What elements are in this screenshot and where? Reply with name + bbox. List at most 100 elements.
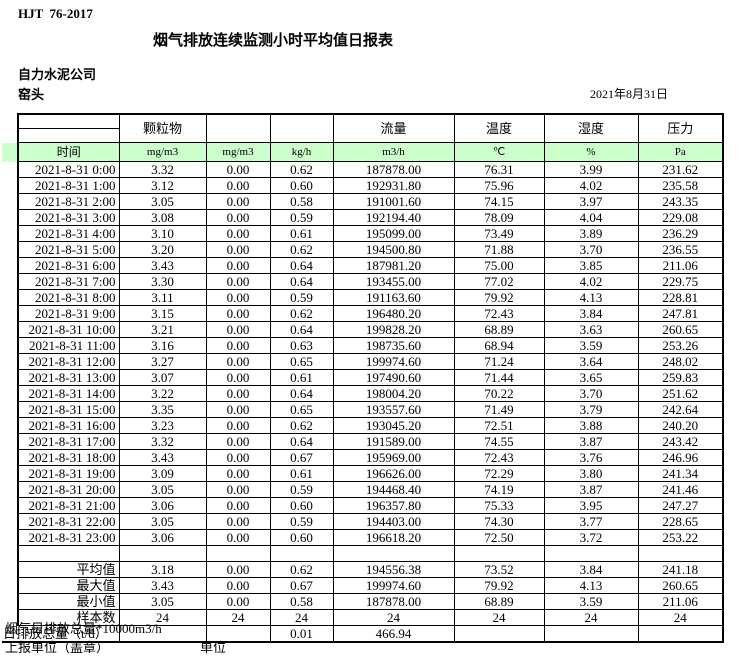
cell-flow: 193455.00 xyxy=(332,273,455,290)
cell-pm-mgm3: 3.21 xyxy=(118,321,207,338)
cell-humidity: 3.85 xyxy=(543,257,639,274)
cell-pressure: 242.64 xyxy=(637,401,724,418)
cell-humidity: 3.87 xyxy=(543,433,639,450)
cell-flow: 199974.60 xyxy=(332,577,455,594)
cell-pm-mgm3: 3.06 xyxy=(118,529,207,546)
unit-pm-mgm3: mg/m3 xyxy=(118,142,207,162)
gutter-cell xyxy=(2,417,18,434)
gutter-cell xyxy=(2,401,18,418)
gutter-cell xyxy=(2,241,18,258)
cell-pressure: 229.08 xyxy=(637,209,724,226)
unit-pressure: Pa xyxy=(637,142,724,162)
cell-pm-kgh: 0.59 xyxy=(269,513,334,530)
data-row: 2021-8-31 8:00 3.11 0.00 0.59 191163.60 79.92… xyxy=(2,289,724,306)
cell-pm-mgm3-2: 0.00 xyxy=(205,417,271,434)
gutter-cell xyxy=(2,481,18,498)
cell-humidity: 3.80 xyxy=(543,465,639,482)
cell-pm-mgm3-2: 0.00 xyxy=(205,449,271,466)
cell-pm-kgh: 0.64 xyxy=(269,385,334,402)
cell-temp: 79.92 xyxy=(453,289,545,306)
cell-pm-kgh: 0.60 xyxy=(269,497,334,514)
cell-pm-mgm3: 3.07 xyxy=(118,369,207,386)
cell-temp: 74.19 xyxy=(453,481,545,498)
gutter-cell xyxy=(2,273,18,290)
cell-pressure: 260.65 xyxy=(637,577,724,594)
data-row: 2021-8-31 23:00 3.06 0.00 0.60 196618.20 72.5… xyxy=(2,529,724,546)
cell-flow: 198004.20 xyxy=(332,385,455,402)
cell-humidity: 3.84 xyxy=(543,305,639,322)
cell-pm-mgm3: 3.27 xyxy=(118,353,207,370)
cell-temp: 72.29 xyxy=(453,465,545,482)
cell-pressure: 229.75 xyxy=(637,273,724,290)
company-name: 自力水泥公司 xyxy=(18,67,97,82)
cell-time: 2021-8-31 1:00 xyxy=(17,177,120,194)
cell-humidity: 3.77 xyxy=(543,513,639,530)
cell-total-label: 日排放总量（t/d） xyxy=(2,625,120,643)
header-empty-1 xyxy=(205,113,271,143)
gutter-cell xyxy=(2,321,18,338)
cell-humidity: 3.64 xyxy=(543,353,639,370)
cell-temp: 70.22 xyxy=(453,385,545,402)
cell-pm-mgm3: 3.35 xyxy=(118,401,207,418)
data-row: 2021-8-31 7:00 3.30 0.00 0.64 193455.00 77.02… xyxy=(2,273,724,290)
cell-pressure: 259.83 xyxy=(637,369,724,386)
cell-pressure xyxy=(637,545,724,562)
cell-pm-mgm3-2: 0.00 xyxy=(205,577,271,594)
cell-time: 2021-8-31 4:00 xyxy=(17,225,120,242)
cell-humidity: 3.89 xyxy=(543,225,639,242)
cell-temp: 71.88 xyxy=(453,241,545,258)
cell-pressure: 241.34 xyxy=(637,465,724,482)
data-row: 2021-8-31 13:00 3.07 0.00 0.61 197490.60 71.4… xyxy=(2,369,724,386)
data-row: 2021-8-31 19:00 3.09 0.00 0.61 196626.00 72.2… xyxy=(2,465,724,482)
cell-temp: 73.49 xyxy=(453,225,545,242)
time-header-split-top xyxy=(17,113,120,129)
cell-pm-mgm3: 3.05 xyxy=(118,513,207,530)
cell-pressure: 24 xyxy=(637,609,724,626)
total-row: 日排放总量（t/d） 0.01 466.94 xyxy=(2,625,724,643)
cell-time: 2021-8-31 14:00 xyxy=(17,385,120,402)
cell-pressure: 228.81 xyxy=(637,289,724,306)
data-row: 2021-8-31 11:00 3.16 0.00 0.63 198735.60 68.9… xyxy=(2,337,724,354)
cell-time: 2021-8-31 6:00 xyxy=(17,257,120,274)
cell-time: 2021-8-31 2:00 xyxy=(17,193,120,210)
cell-pm-mgm3: 3.43 xyxy=(118,577,207,594)
time-header-split-bottom xyxy=(17,128,120,143)
data-row: 2021-8-31 6:00 3.43 0.00 0.64 187981.20 75.00… xyxy=(2,257,724,274)
cell-pm-kgh xyxy=(269,545,334,562)
cell-pm-mgm3 xyxy=(118,545,207,562)
cell-pm-mgm3: 3.32 xyxy=(118,161,207,178)
cell-temp: 74.55 xyxy=(453,433,545,450)
cell-flow: 193045.20 xyxy=(332,417,455,434)
cell-pm-mgm3-2: 0.00 xyxy=(205,193,271,210)
data-row: 2021-8-31 14:00 3.22 0.00 0.64 198004.20 70.2… xyxy=(2,385,724,402)
cell-pressure: 253.26 xyxy=(637,337,724,354)
cell-pressure: 236.55 xyxy=(637,241,724,258)
cell-pm-mgm3: 3.18 xyxy=(118,561,207,578)
station-name: 窑头 xyxy=(18,87,45,102)
data-row: 2021-8-31 15:00 3.35 0.00 0.65 193557.60 71.4… xyxy=(2,401,724,418)
cell-temp: 68.89 xyxy=(453,321,545,338)
gutter-cell xyxy=(2,513,18,530)
cell-time: 2021-8-31 3:00 xyxy=(17,209,120,226)
cell-flow: 196618.20 xyxy=(332,529,455,546)
cell-time: 2021-8-31 7:00 xyxy=(17,273,120,290)
standard-code: HJT 76-2017 xyxy=(18,6,93,21)
gutter-cell xyxy=(2,209,18,226)
cell-time: 2021-8-31 10:00 xyxy=(17,321,120,338)
cell-humidity xyxy=(543,625,639,643)
cell-humidity: 3.65 xyxy=(543,369,639,386)
cell-temp: 68.94 xyxy=(453,337,545,354)
cell-time: 2021-8-31 19:00 xyxy=(17,465,120,482)
gutter-cell xyxy=(2,465,18,482)
cell-summary-label xyxy=(17,545,120,562)
cell-temp xyxy=(453,625,545,643)
cell-pm-mgm3: 3.32 xyxy=(118,433,207,450)
cell-flow: 466.94 xyxy=(332,625,455,643)
cell-temp: 71.24 xyxy=(453,353,545,370)
cell-temp: 75.33 xyxy=(453,497,545,514)
gutter-cell xyxy=(2,577,18,594)
cell-flow: 24 xyxy=(332,609,455,626)
cell-temp: 71.44 xyxy=(453,369,545,386)
cell-pm-mgm3-2: 0.00 xyxy=(205,481,271,498)
cell-humidity: 4.04 xyxy=(543,209,639,226)
